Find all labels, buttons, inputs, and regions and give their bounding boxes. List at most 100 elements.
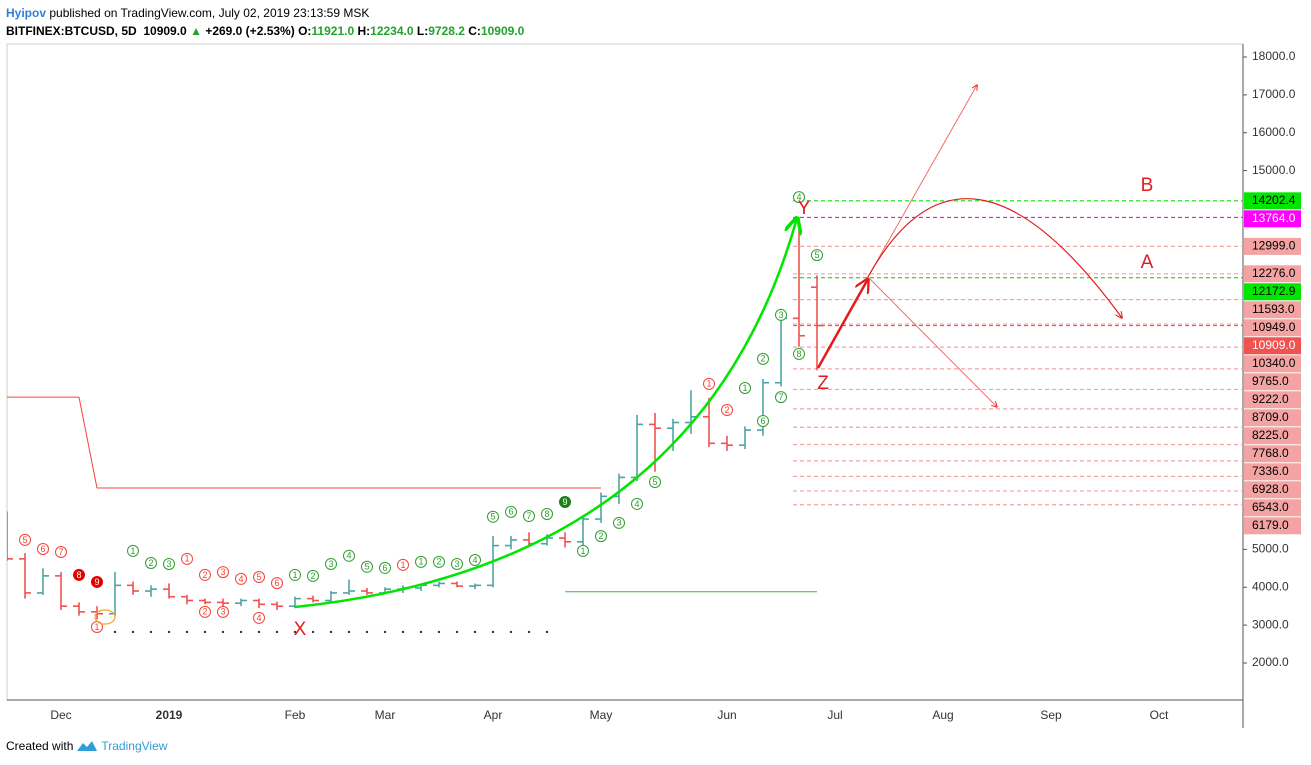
marker-circle xyxy=(217,566,229,579)
drawings xyxy=(94,85,1122,625)
symbol[interactable]: BITFINEX:BTCUSD, 5D xyxy=(6,24,137,38)
count-marker: 1 xyxy=(127,544,139,557)
overlay-dot xyxy=(527,630,531,634)
last: 10909.0 xyxy=(143,24,187,38)
marker-label: 5 xyxy=(652,477,657,487)
level-label: 12172.9 xyxy=(1252,284,1296,298)
marker-label: 8 xyxy=(796,349,801,359)
marker-label: 2 xyxy=(760,354,765,364)
level-label: 10949.0 xyxy=(1252,320,1296,334)
marker-circle xyxy=(595,530,607,543)
red-arrow xyxy=(816,279,868,369)
marker-circle xyxy=(523,510,535,523)
level-label-bg xyxy=(1244,210,1301,228)
marker-circle xyxy=(469,553,481,566)
marker-label: 1 xyxy=(292,570,297,580)
marker-label: 7 xyxy=(526,511,531,521)
marker-label: 3 xyxy=(166,559,171,569)
count-marker: 8 xyxy=(73,568,85,581)
x-tick-label: 2019 xyxy=(156,708,183,722)
l-label: L: xyxy=(416,24,429,38)
overlay-dot xyxy=(203,630,207,634)
header: Hyipov published on TradingView.com, Jul… xyxy=(6,4,524,40)
o: 11921.0 xyxy=(311,24,355,38)
brand[interactable]: TradingView xyxy=(101,739,168,753)
marker-label: 4 xyxy=(472,555,477,565)
marker-label: 1 xyxy=(706,379,711,389)
overlay-dot xyxy=(509,630,513,634)
marker-label: 7 xyxy=(778,392,783,402)
annotation: Z xyxy=(817,373,829,394)
highlight-ring xyxy=(94,609,116,625)
level-label-bg xyxy=(1244,517,1301,535)
count-marker: 1 xyxy=(289,568,301,581)
marker-circle xyxy=(307,569,319,582)
count-marker: 1 xyxy=(415,555,427,568)
marker-label: 5 xyxy=(364,562,369,572)
marker-circle xyxy=(505,505,517,518)
marker-label: 2 xyxy=(436,557,441,567)
overlay-dot xyxy=(239,630,243,634)
count-marker: 6 xyxy=(379,561,391,574)
count-marker: 5 xyxy=(253,571,265,584)
count-marker: 3 xyxy=(613,516,625,529)
marker-circle xyxy=(559,496,571,509)
o-label: O: xyxy=(298,24,312,38)
count-marker: 8 xyxy=(541,507,553,520)
marker-label: 5 xyxy=(814,250,819,260)
count-marker: 2 xyxy=(433,555,445,568)
x-tick-label: Dec xyxy=(50,708,71,722)
h-label: H: xyxy=(357,24,371,38)
overlay-dot xyxy=(365,630,369,634)
marker-label: 4 xyxy=(346,551,351,561)
marker-label: 6 xyxy=(382,563,387,573)
y-tick-label: 16000.0 xyxy=(1252,125,1296,139)
marker-circle xyxy=(127,544,139,557)
x-tick-label: Mar xyxy=(375,708,396,722)
y-tick-label: 15000.0 xyxy=(1252,163,1296,177)
overlay-dot xyxy=(167,630,171,634)
count-marker: 2 xyxy=(595,530,607,543)
marker-circle xyxy=(37,542,49,555)
marker-circle xyxy=(199,568,211,581)
marker-circle xyxy=(721,403,733,416)
marker-circle xyxy=(613,516,625,529)
marker-circle xyxy=(199,605,211,618)
y-tick-label: 2000.0 xyxy=(1252,655,1289,669)
marker-circle xyxy=(253,611,265,624)
marker-label: 1 xyxy=(580,546,585,556)
author[interactable]: Hyipov xyxy=(6,6,47,20)
overlay-step xyxy=(78,397,98,489)
marker-circle xyxy=(181,552,193,565)
count-marker: 1 xyxy=(397,558,409,571)
marker-label: 2 xyxy=(148,558,153,568)
marker-circle xyxy=(289,568,301,581)
count-marker: 4 xyxy=(631,497,643,510)
x-tick-label: Oct xyxy=(1150,708,1169,722)
count-marker: 2 xyxy=(757,352,769,365)
count-marker: 6 xyxy=(37,542,49,555)
level-label-bg xyxy=(1244,237,1301,255)
x-tick-label: Sep xyxy=(1040,708,1062,722)
marker-circle xyxy=(217,605,229,618)
count-marker: 3 xyxy=(775,308,787,321)
x-tick-label: Aug xyxy=(932,708,953,722)
marker-circle xyxy=(703,377,715,390)
overlay-dot xyxy=(113,630,117,634)
marker-circle xyxy=(541,507,553,520)
count-marker: 3 xyxy=(163,557,175,570)
marker-circle xyxy=(451,557,463,570)
level-label: 12276.0 xyxy=(1252,266,1296,280)
marker-circle xyxy=(757,414,769,427)
marker-label: 6 xyxy=(760,416,765,426)
count-marker: 7 xyxy=(523,510,535,523)
marker-circle xyxy=(55,546,67,559)
level-label: 7336.0 xyxy=(1252,464,1289,478)
count-marker: 5 xyxy=(649,475,661,488)
marker-label: 5 xyxy=(22,535,27,545)
marker-label: 1 xyxy=(418,557,423,567)
marker-circle xyxy=(793,191,805,204)
count-marker: 2 xyxy=(307,569,319,582)
